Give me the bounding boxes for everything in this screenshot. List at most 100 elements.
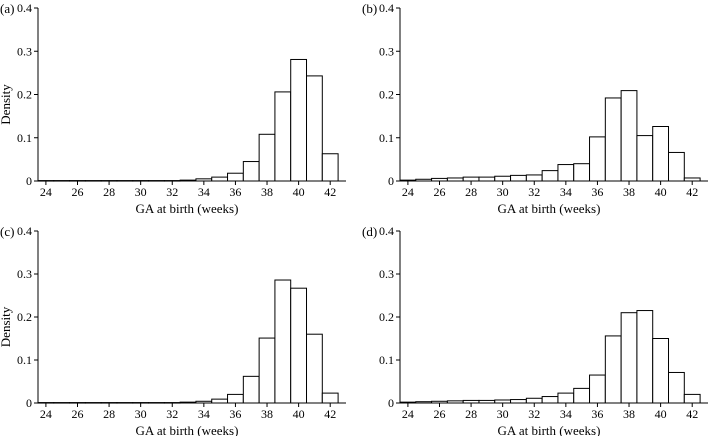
bar-week-37 xyxy=(242,375,260,404)
bar-week-29 xyxy=(478,176,496,182)
bar-week-36 xyxy=(227,393,244,404)
x-tick-label: 40 xyxy=(655,407,667,421)
panel-label: (a) xyxy=(0,1,14,16)
x-tick-label: 34 xyxy=(198,407,210,421)
y-tick-label: 0.2 xyxy=(17,310,32,324)
bar-week-34 xyxy=(557,164,575,182)
x-axis-title: GA at birth (weeks) xyxy=(136,423,239,436)
y-axis-title: Density xyxy=(0,306,13,347)
y-tick-label: 0.3 xyxy=(379,44,394,58)
bar-week-37 xyxy=(604,97,622,182)
x-tick-label: 30 xyxy=(135,407,147,421)
y-tick-label: 0 xyxy=(26,396,32,410)
x-tick-label: 24 xyxy=(40,185,52,199)
x-tick-label: 42 xyxy=(324,185,336,199)
x-tick-label: 36 xyxy=(591,407,603,421)
x-tick-label: 26 xyxy=(71,407,83,421)
x-tick-label: 42 xyxy=(686,185,698,199)
bar-week-36 xyxy=(589,136,606,182)
y-tick-label: 0.1 xyxy=(379,353,394,367)
x-tick-label: 28 xyxy=(103,185,115,199)
y-tick-label: 0 xyxy=(388,396,394,410)
x-tick-label: 34 xyxy=(560,185,572,199)
bar-week-33 xyxy=(541,170,559,182)
x-tick-label: 40 xyxy=(655,185,667,199)
y-tick-label: 0.1 xyxy=(379,131,394,145)
x-tick-label: 26 xyxy=(433,407,445,421)
bar-week-28 xyxy=(462,176,480,182)
x-tick-label: 32 xyxy=(166,185,178,199)
bar-week-32 xyxy=(525,397,543,404)
bar-week-40 xyxy=(290,58,308,182)
x-tick-label: 34 xyxy=(560,407,572,421)
x-axis-title: GA at birth (weeks) xyxy=(136,201,239,216)
panel-label: (b) xyxy=(362,1,377,16)
x-axis-title: GA at birth (weeks) xyxy=(498,201,601,216)
x-tick-label: 32 xyxy=(528,185,540,199)
y-tick-label: 0.4 xyxy=(379,1,394,15)
x-tick-label: 28 xyxy=(465,407,477,421)
bar-week-36 xyxy=(227,172,244,182)
x-tick-label: 24 xyxy=(40,407,52,421)
x-tick-label: 24 xyxy=(402,185,414,199)
bar-week-37 xyxy=(242,161,260,182)
x-tick-label: 42 xyxy=(324,407,336,421)
y-tick-label: 0 xyxy=(388,174,394,188)
bar-week-39 xyxy=(274,279,292,404)
y-tick-label: 0.2 xyxy=(379,310,394,324)
bar-week-40 xyxy=(652,338,670,404)
y-tick-label: 0.1 xyxy=(17,131,32,145)
y-tick-label: 0.1 xyxy=(17,353,32,367)
x-tick-label: 36 xyxy=(591,185,603,199)
bar-week-35 xyxy=(573,387,591,404)
bar-week-41 xyxy=(668,371,685,404)
y-tick-label: 0.3 xyxy=(17,44,32,58)
bar-week-36 xyxy=(589,374,606,404)
x-tick-label: 38 xyxy=(261,185,273,199)
x-tick-label: 28 xyxy=(465,185,477,199)
bar-week-34 xyxy=(557,392,575,404)
bar-week-38 xyxy=(620,90,638,182)
bar-week-32 xyxy=(525,174,543,182)
bar-week-42 xyxy=(321,153,339,182)
x-tick-label: 26 xyxy=(433,185,445,199)
bar-week-40 xyxy=(290,287,308,404)
bar-week-39 xyxy=(274,91,292,182)
y-tick-label: 0.4 xyxy=(17,224,32,238)
x-tick-label: 34 xyxy=(198,185,210,199)
bar-week-30 xyxy=(494,175,512,182)
x-tick-label: 40 xyxy=(293,407,305,421)
bar-week-31 xyxy=(510,399,527,404)
bar-week-35 xyxy=(211,176,229,182)
x-tick-label: 24 xyxy=(402,407,414,421)
panel-label: (d) xyxy=(362,224,377,239)
x-tick-label: 38 xyxy=(623,407,635,421)
panel-label: (c) xyxy=(0,224,14,239)
x-tick-label: 32 xyxy=(166,407,178,421)
bar-week-35 xyxy=(573,163,591,182)
bar-week-35 xyxy=(211,398,229,404)
bar-week-38 xyxy=(258,337,276,404)
bar-week-37 xyxy=(604,335,622,404)
x-tick-label: 36 xyxy=(229,185,241,199)
x-tick-label: 32 xyxy=(528,407,540,421)
bar-week-39 xyxy=(636,310,654,404)
y-tick-label: 0.3 xyxy=(17,267,32,281)
x-tick-label: 42 xyxy=(686,407,698,421)
bar-week-42 xyxy=(683,393,701,404)
bar-week-38 xyxy=(258,133,276,182)
x-tick-label: 30 xyxy=(135,185,147,199)
x-tick-label: 40 xyxy=(293,185,305,199)
x-tick-label: 30 xyxy=(497,407,509,421)
y-tick-label: 0 xyxy=(26,174,32,188)
bar-week-40 xyxy=(652,126,670,182)
bar-week-42 xyxy=(321,392,339,404)
y-tick-label: 0.3 xyxy=(379,267,394,281)
panel-b: 0 0.1 0.2 0.3 0.4 24 26 28 30 32 34 36 38 40 42 GA at b… xyxy=(362,1,708,216)
bar-week-41 xyxy=(306,75,323,182)
bar-week-41 xyxy=(668,151,685,182)
bar-week-31 xyxy=(510,174,527,182)
x-tick-label: 38 xyxy=(261,407,273,421)
y-tick-label: 0.2 xyxy=(17,88,32,102)
